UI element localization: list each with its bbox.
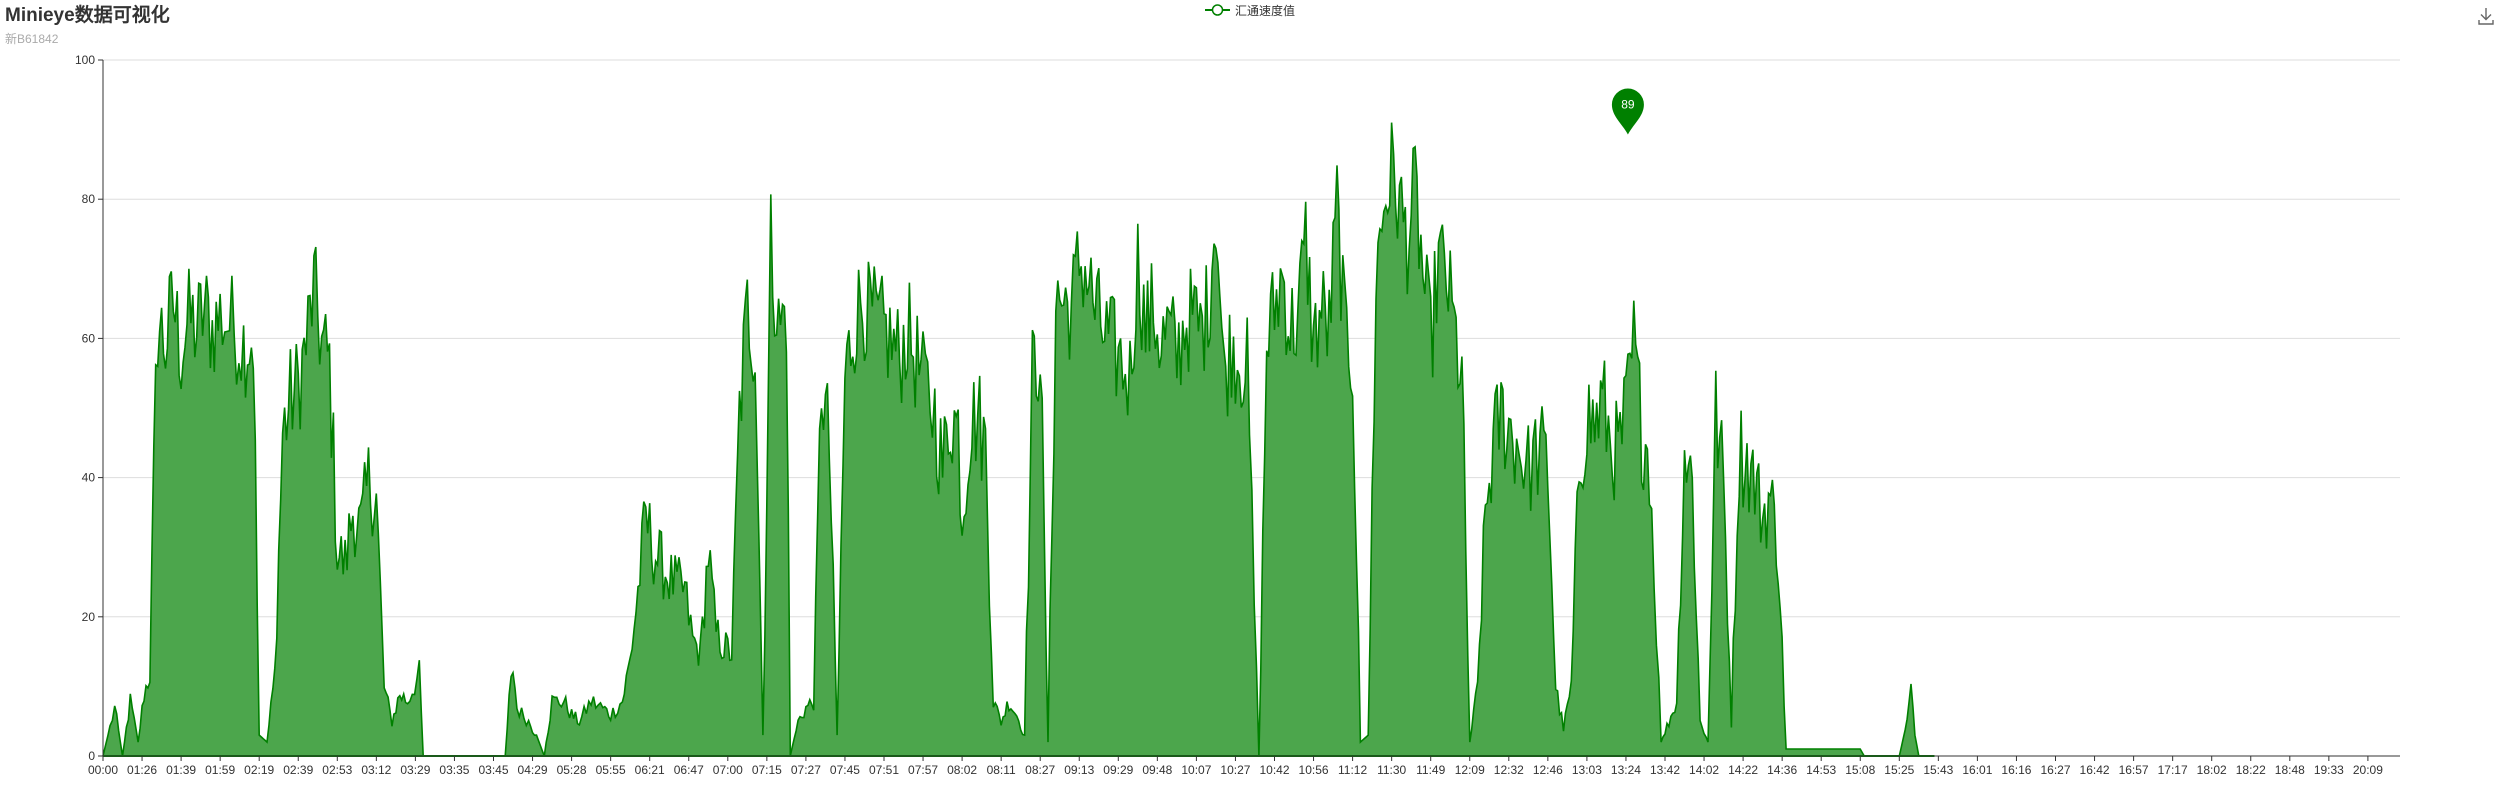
x-tick-label: 08:02 <box>947 763 977 777</box>
x-tick-label: 04:29 <box>518 763 548 777</box>
x-tick-label: 07:00 <box>713 763 743 777</box>
x-tick-label: 18:48 <box>2275 763 2305 777</box>
x-tick-label: 11:30 <box>1377 763 1406 777</box>
x-tick-label: 08:11 <box>987 763 1016 777</box>
x-tick-label: 09:48 <box>1142 763 1172 777</box>
x-tick-label: 02:53 <box>322 763 352 777</box>
x-tick-label: 16:27 <box>2040 763 2070 777</box>
x-tick-label: 10:27 <box>1220 763 1250 777</box>
max-marker-label: 89 <box>1621 98 1635 112</box>
x-tick-label: 13:03 <box>1572 763 1602 777</box>
x-tick-label: 06:21 <box>635 763 665 777</box>
x-tick-label: 07:57 <box>908 763 938 777</box>
x-tick-label: 14:22 <box>1728 763 1758 777</box>
x-tick-label: 15:25 <box>1884 763 1914 777</box>
y-tick-label: 100 <box>75 53 95 67</box>
series-area <box>102 122 1935 757</box>
x-tick-label: 14:53 <box>1806 763 1836 777</box>
x-tick-label: 12:09 <box>1455 763 1485 777</box>
x-tick-label: 01:26 <box>127 763 157 777</box>
x-tick-label: 18:22 <box>2236 763 2266 777</box>
x-tick-label: 14:36 <box>1767 763 1797 777</box>
series-area-fill <box>103 122 1935 757</box>
x-tick-label: 07:15 <box>752 763 782 777</box>
x-tick-label: 10:07 <box>1181 763 1211 777</box>
markers: 89 <box>1611 88 1644 135</box>
y-tick-label: 80 <box>82 192 96 206</box>
x-tick-label: 15:08 <box>1845 763 1875 777</box>
x-tick-label: 03:45 <box>478 763 508 777</box>
x-tick-label: 16:57 <box>2119 763 2149 777</box>
x-tick-label: 12:46 <box>1533 763 1563 777</box>
chart-title: Minieye数据可视化 <box>5 5 170 26</box>
x-tick-label: 16:01 <box>1962 763 1992 777</box>
x-tick-label: 03:12 <box>361 763 391 777</box>
x-tick-label: 03:29 <box>400 763 430 777</box>
x-tick-label: 09:13 <box>1064 763 1094 777</box>
y-tick-label: 60 <box>82 331 96 345</box>
x-tick-label: 13:24 <box>1611 763 1641 777</box>
x-tick-label: 15:43 <box>1923 763 1953 777</box>
x-tick-label: 07:45 <box>830 763 860 777</box>
x-tick-label: 17:17 <box>2158 763 2188 777</box>
x-tick-label: 19:33 <box>2314 763 2344 777</box>
legend-label: 汇通速度值 <box>1235 3 1296 18</box>
download-icon[interactable] <box>2476 6 2496 26</box>
x-tick-label: 02:39 <box>283 763 313 777</box>
series-line <box>102 122 1935 757</box>
x-tick-label: 10:42 <box>1259 763 1289 777</box>
x-tick-label: 08:27 <box>1025 763 1055 777</box>
x-tick-label: 12:32 <box>1494 763 1524 777</box>
x-tick-label: 01:39 <box>166 763 196 777</box>
x-tick-label: 05:55 <box>596 763 626 777</box>
max-marker-shape <box>1611 88 1644 135</box>
legend-line-circle-icon <box>1205 4 1230 16</box>
x-tick-label: 09:29 <box>1103 763 1133 777</box>
x-tick-label: 07:51 <box>869 763 899 777</box>
x-tick-label: 11:49 <box>1416 763 1445 777</box>
x-tick-label: 11:12 <box>1338 763 1367 777</box>
x-tick-label: 03:35 <box>439 763 469 777</box>
axes: 0 20 40 60 80 100 00:00 01:26 01:39 01:59 02:19 02:… <box>75 53 2400 777</box>
y-tick-label: 40 <box>82 471 96 485</box>
legend[interactable]: 汇通速度值 <box>1205 2 1295 18</box>
x-tick-label: 02:19 <box>244 763 274 777</box>
x-tick-label: 01:59 <box>205 763 235 777</box>
x-tick-label: 07:27 <box>791 763 821 777</box>
x-tick-label: 10:56 <box>1299 763 1329 777</box>
x-tick-label: 18:02 <box>2197 763 2227 777</box>
chart-subtitle: 新B61842 <box>5 32 59 46</box>
x-tick-label: 05:28 <box>557 763 587 777</box>
x-tick-label: 13:42 <box>1650 763 1680 777</box>
max-marker-pin[interactable]: 89 <box>1611 88 1644 135</box>
y-tick-label: 20 <box>82 610 96 624</box>
x-tick-label: 14:02 <box>1689 763 1719 777</box>
x-tick-label: 16:16 <box>2001 763 2031 777</box>
x-tick-label: 00:00 <box>88 763 118 777</box>
x-tick-label: 16:42 <box>2080 763 2110 777</box>
y-tick-label: 0 <box>88 749 95 763</box>
x-tick-label: 20:09 <box>2353 763 2383 777</box>
x-tick-label: 06:47 <box>674 763 704 777</box>
